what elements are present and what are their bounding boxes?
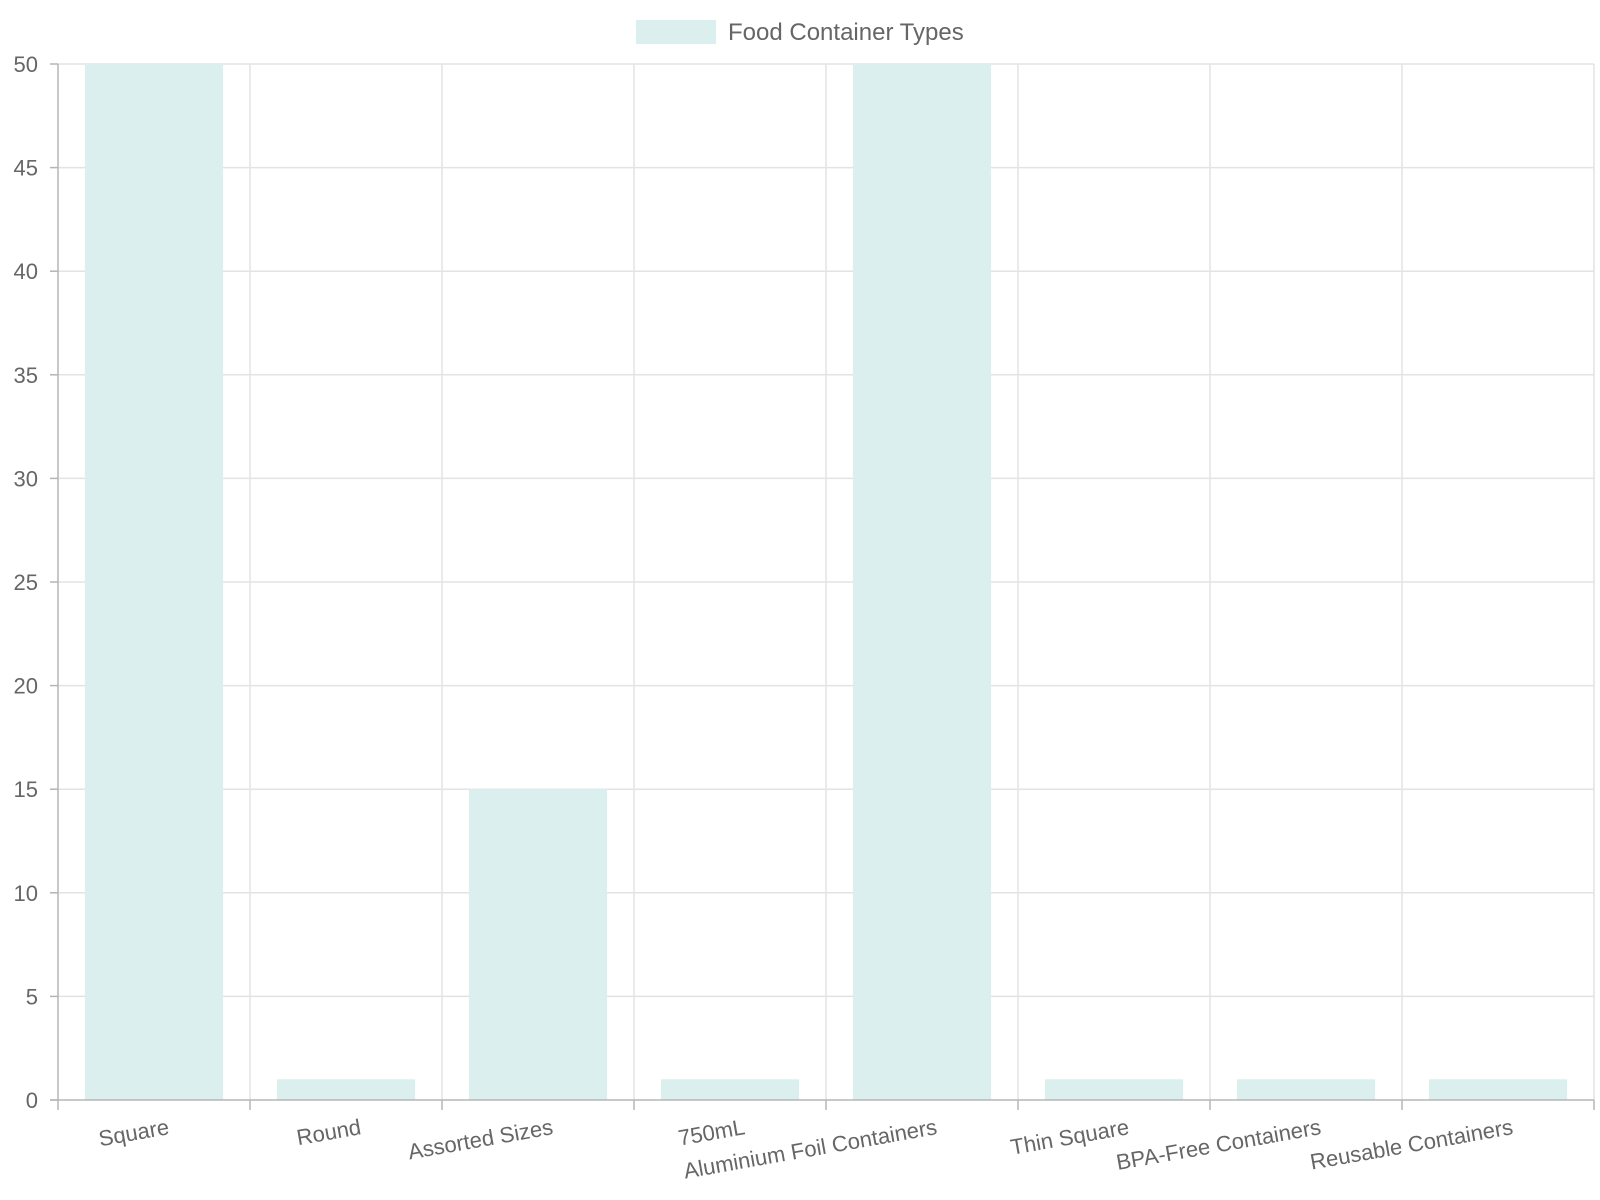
bar[interactable] xyxy=(1428,1079,1568,1100)
bar[interactable] xyxy=(84,64,224,1100)
y-tick-label: 0 xyxy=(26,1088,38,1113)
y-tick-label: 15 xyxy=(14,777,38,802)
x-tick-label: Assorted Sizes xyxy=(406,1114,555,1164)
legend-label: Food Container Types xyxy=(728,19,964,46)
bar[interactable] xyxy=(468,789,608,1100)
y-tick-label: 45 xyxy=(14,156,38,181)
y-tick-label: 5 xyxy=(26,984,38,1009)
x-tick-label: Square xyxy=(97,1114,171,1151)
legend-swatch xyxy=(636,20,716,44)
grid xyxy=(58,63,1595,1100)
bar[interactable] xyxy=(1044,1079,1184,1100)
bar[interactable] xyxy=(276,1079,416,1100)
y-tick-label: 30 xyxy=(14,466,38,491)
y-tick-label: 20 xyxy=(14,674,38,699)
bars xyxy=(84,64,1568,1100)
y-tick-label: 35 xyxy=(14,363,38,388)
y-tick-label: 25 xyxy=(14,570,38,595)
x-axis-ticks: Square Round Assorted Sizes 750mLAluminium … xyxy=(97,1100,1595,1184)
axes xyxy=(50,64,1594,1110)
y-tick-label: 50 xyxy=(14,52,38,77)
bar[interactable] xyxy=(1236,1079,1376,1100)
x-tick-label: 750mL xyxy=(676,1114,747,1150)
y-axis-ticks: 0 5 10 15 20 25 30 35 40 45 50 xyxy=(14,52,58,1113)
x-tick-label: Round xyxy=(295,1114,363,1150)
y-tick-label: 10 xyxy=(14,881,38,906)
x-tick-label: BPA-Free Containers xyxy=(1114,1114,1323,1175)
bar[interactable] xyxy=(660,1079,800,1100)
x-tick-label: Reusable Containers xyxy=(1308,1114,1515,1174)
x-tick-label: Thin Square xyxy=(1008,1114,1130,1159)
legend[interactable]: Food Container Types xyxy=(636,19,964,46)
bar[interactable] xyxy=(852,64,992,1100)
y-tick-label: 40 xyxy=(14,259,38,284)
